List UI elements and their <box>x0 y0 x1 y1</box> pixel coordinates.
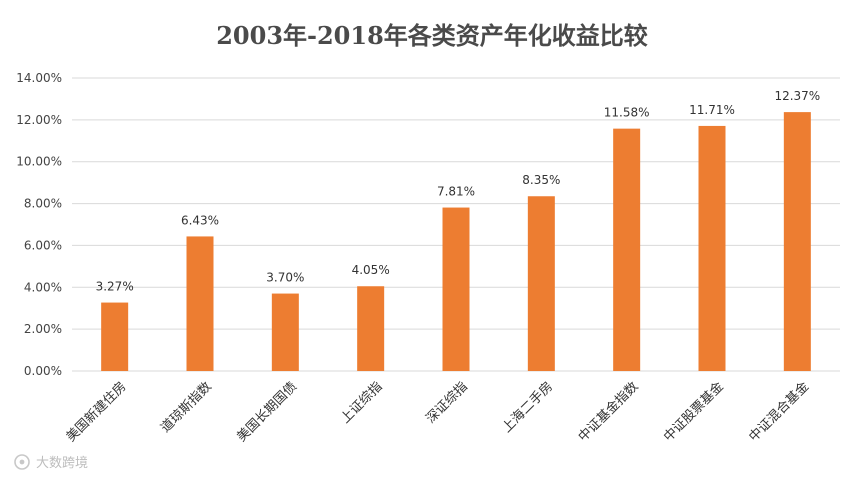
x-category-label: 中证基金指数 <box>575 379 641 445</box>
bar <box>357 286 385 371</box>
y-tick-label: 12.00% <box>16 113 62 127</box>
data-label: 3.27% <box>96 280 134 294</box>
y-tick-label: 6.00% <box>24 238 62 252</box>
y-tick-label: 10.00% <box>16 155 62 169</box>
data-label: 3.70% <box>266 271 304 285</box>
bar <box>101 302 129 371</box>
data-label: 6.43% <box>181 213 219 227</box>
bars <box>101 112 811 372</box>
data-label: 11.58% <box>604 106 650 120</box>
x-category-label: 中证股票基金 <box>660 379 726 445</box>
data-labels: 3.27% 6.43% 3.70% 4.05% 7.81% 8.35% 11.58% 11.7… <box>96 89 821 293</box>
watermark-text: 大数跨境 <box>36 456 88 471</box>
bar <box>442 207 470 371</box>
x-category-label: 中证混合基金 <box>746 379 812 445</box>
x-category-label: 美国新建住房 <box>63 379 129 445</box>
y-tick-label: 2.00% <box>24 322 62 336</box>
data-label: 8.35% <box>522 173 560 187</box>
x-category-label: 上证综指 <box>338 379 385 426</box>
bar <box>186 236 214 371</box>
bar <box>613 128 641 371</box>
watermark-icon <box>14 454 30 470</box>
y-axis-ticks: 0.00% 2.00% 4.00% 6.00% 8.00% 10.00% 12.00% 14.… <box>16 71 62 378</box>
x-axis-categories: 美国新建住房 道琼斯指数 美国长期国债 上证综指 深证综指 上海二手房 中证基金指数 中证股票… <box>63 379 812 445</box>
y-tick-label: 4.00% <box>24 280 62 294</box>
data-label: 7.81% <box>437 185 475 199</box>
bar <box>698 125 726 372</box>
bar <box>271 293 299 371</box>
x-category-label: 道琼斯指数 <box>158 379 215 436</box>
x-category-label: 美国长期国债 <box>234 379 300 445</box>
data-label: 11.71% <box>689 103 735 117</box>
chart-title: 2003年-2018年各类资产年化收益比较 <box>216 21 648 50</box>
data-label: 12.37% <box>774 89 820 103</box>
bar <box>527 196 555 371</box>
x-category-label: 上海二手房 <box>499 379 556 436</box>
y-tick-label: 8.00% <box>24 197 62 211</box>
bar <box>783 112 811 371</box>
data-label: 4.05% <box>352 263 390 277</box>
x-category-label: 深证综指 <box>423 379 470 426</box>
y-tick-label: 0.00% <box>24 364 62 378</box>
y-tick-label: 14.00% <box>16 71 62 85</box>
watermark: 大数跨境 <box>14 454 88 471</box>
